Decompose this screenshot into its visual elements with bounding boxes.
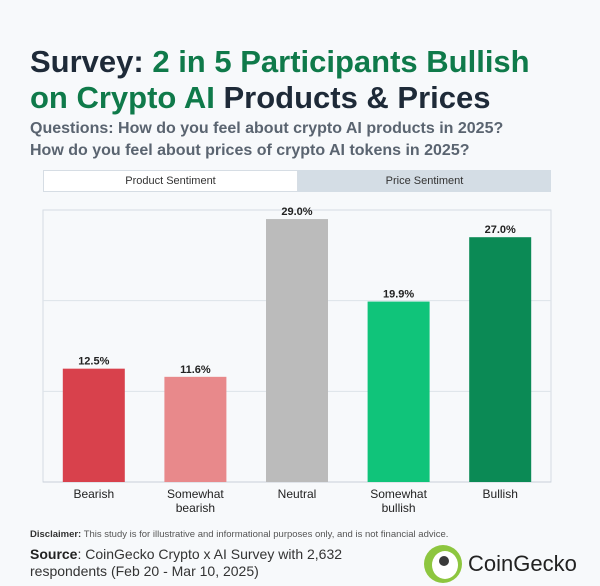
logo-text: CoinGecko (468, 551, 577, 576)
source-label: Source (30, 546, 78, 562)
sentiment-tabs: Product Sentiment Price Sentiment (43, 170, 551, 192)
x-tick-label: bullish (382, 501, 416, 515)
bar-neutral[interactable] (266, 219, 328, 483)
subtitle-line-2: How do you feel about prices of crypto A… (30, 142, 470, 159)
subtitle-line-1: Questions: How do you feel about crypto … (30, 120, 504, 137)
data-label: 12.5% (78, 356, 109, 368)
disclaimer: Disclaimer: This study is for illustrati… (30, 529, 590, 540)
x-tick-label: Somewhat (370, 487, 427, 501)
data-label: 29.0% (281, 206, 312, 218)
coingecko-logo: CoinGecko (424, 545, 594, 583)
data-label: 27.0% (485, 224, 516, 236)
title-suffix: Products & Prices (214, 80, 491, 115)
tab-product-sentiment[interactable]: Product Sentiment (43, 170, 298, 192)
x-tick-label: Somewhat (167, 487, 224, 501)
page-subtitle: Questions: How do you feel about crypto … (30, 118, 590, 162)
x-tick-label: Bearish (73, 487, 114, 501)
tab-price-sentiment[interactable]: Price Sentiment (298, 170, 551, 192)
x-tick-label: Neutral (278, 487, 317, 501)
bar-somewhat-bullish[interactable] (367, 301, 430, 482)
page-title: Survey: 2 in 5 Participants Bullish on C… (30, 44, 590, 116)
bar-somewhat-bearish[interactable] (164, 376, 227, 482)
source-note: Source: CoinGecko Crypto x AI Survey wit… (30, 546, 410, 580)
data-label: 19.9% (383, 289, 414, 301)
bar-bearish[interactable] (62, 368, 125, 482)
x-tick-label: bearish (176, 501, 215, 515)
title-highlight-2: on Crypto AI (30, 80, 215, 115)
bar-bullish[interactable] (469, 237, 532, 482)
source-text: : CoinGecko Crypto x AI Survey with 2,63… (30, 546, 343, 579)
disclaimer-label: Disclaimer: (30, 529, 82, 540)
data-label: 11.6% (180, 364, 211, 376)
disclaimer-text: This study is for illustrative and infor… (81, 529, 449, 540)
title-highlight-1: 2 in 5 Participants Bullish (152, 44, 530, 79)
gecko-icon (424, 545, 462, 583)
title-prefix: Survey: (30, 44, 153, 79)
x-tick-label: Bullish (483, 487, 518, 501)
